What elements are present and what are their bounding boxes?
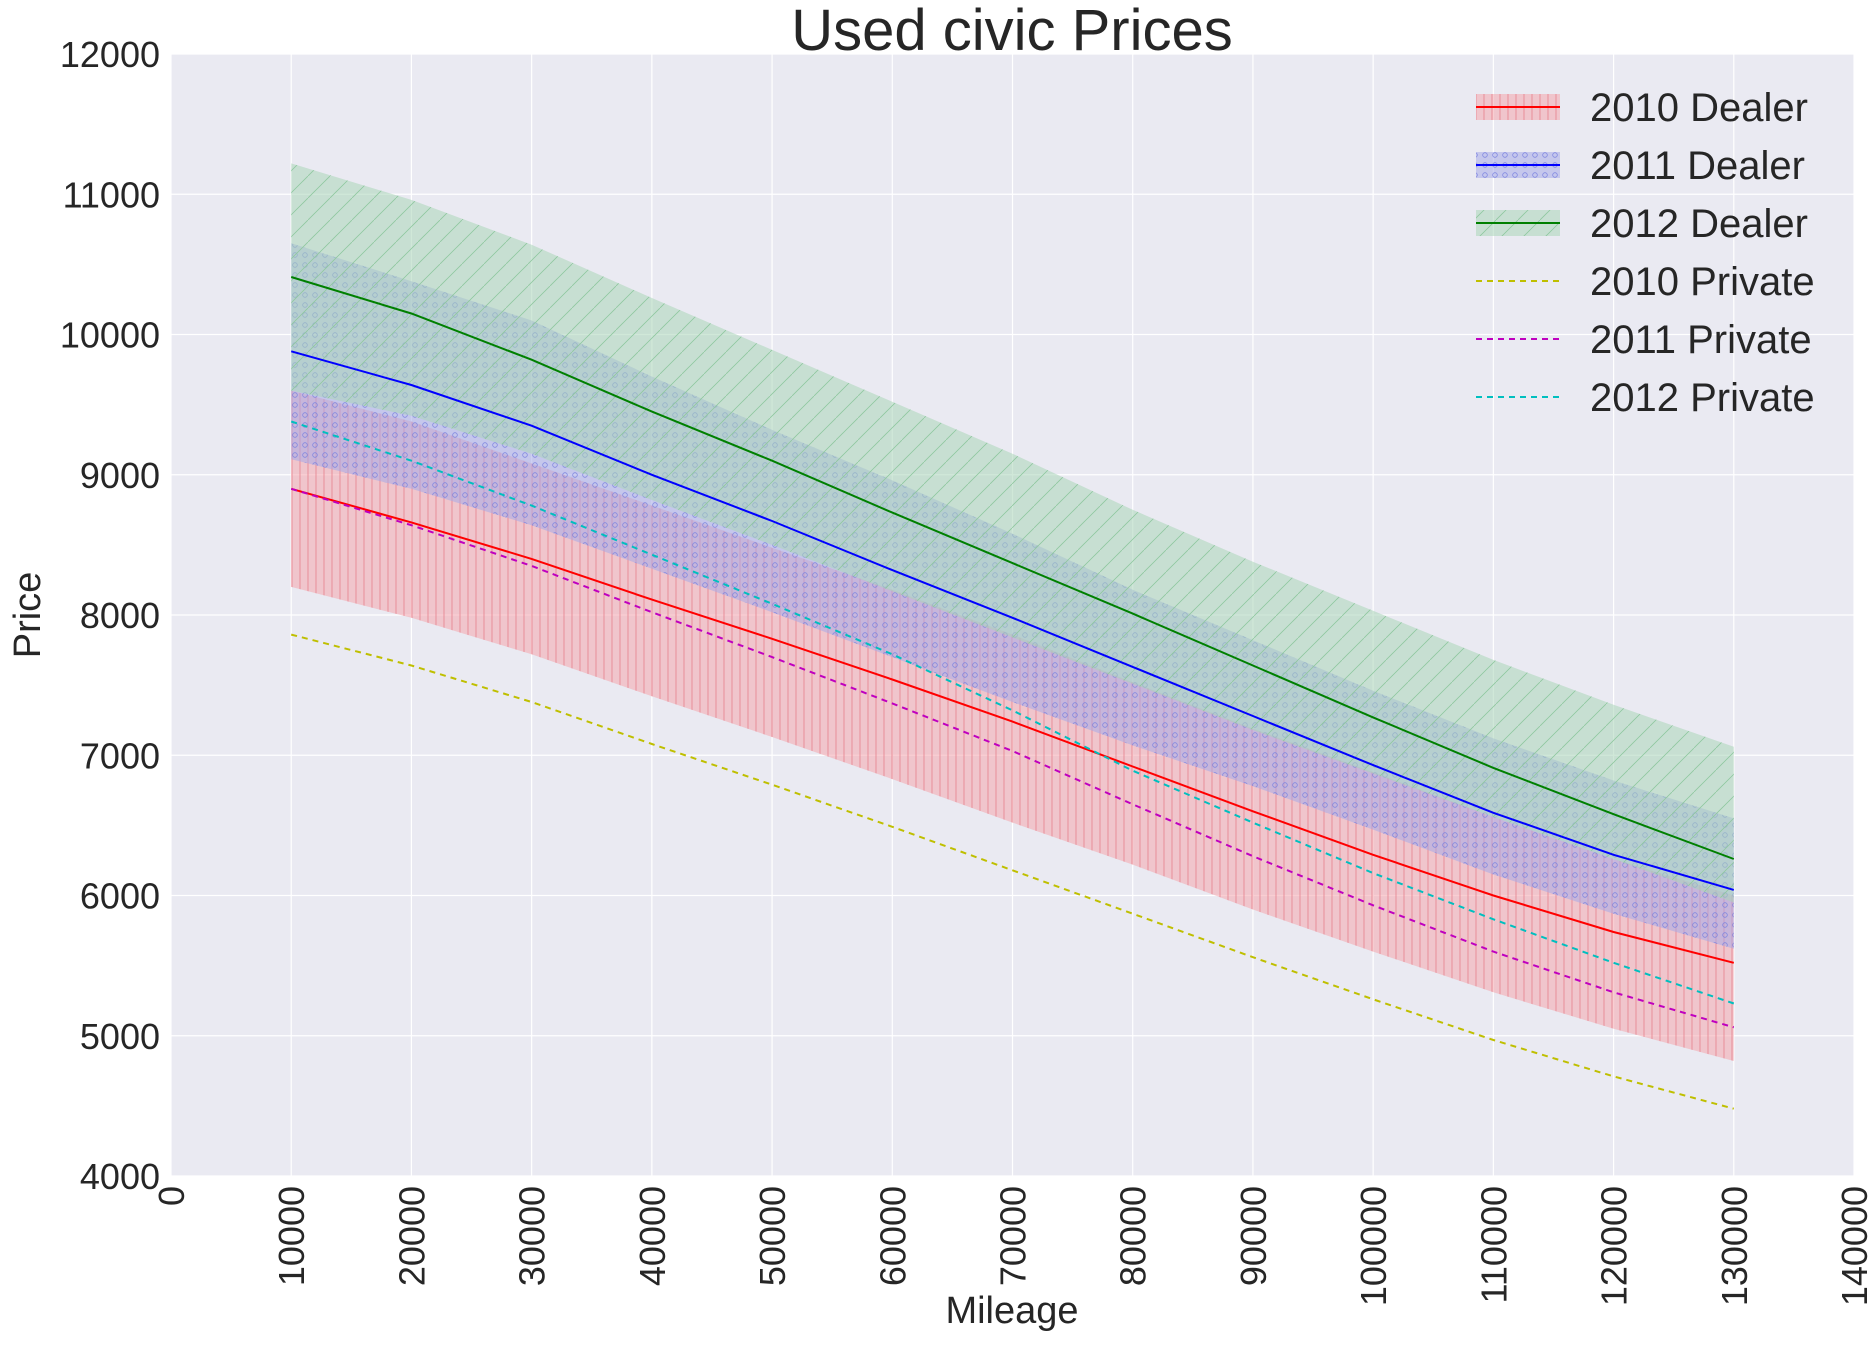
x-axis-title: Mileage	[945, 1290, 1078, 1332]
series-2012-private	[290, 420, 1735, 1005]
x-tick-label: 60000	[872, 1186, 913, 1286]
legend-label-2010-private: 2010 Private	[1590, 260, 1815, 304]
y-tick-label: 9000	[80, 455, 160, 496]
x-tick-label: 80000	[1113, 1186, 1154, 1286]
series-2012-dealer	[290, 276, 1735, 860]
y-tick-label: 6000	[80, 876, 160, 917]
legend: 2010 Dealer 2011 Dealer 2012 Dealer 2010 Pr…	[1476, 86, 1815, 420]
x-tick-label: 10000	[271, 1186, 312, 1286]
y-tick-labels: 4000 5000 6000 7000 8000 9000 10000 11000 12000	[60, 34, 160, 1197]
legend-label-2011-private: 2011 Private	[1590, 318, 1812, 362]
y-tick-label: 10000	[60, 315, 160, 356]
y-tick-label: 7000	[80, 735, 160, 776]
x-tick-labels: 0 10000 20000 30000 40000 50000 60000 70000 8000…	[151, 1186, 1868, 1306]
y-tick-label: 8000	[80, 595, 160, 636]
x-tick-label: 90000	[1233, 1186, 1274, 1286]
x-tick-label: 100000	[1353, 1186, 1394, 1306]
x-tick-label: 120000	[1594, 1186, 1635, 1306]
x-tick-label: 0	[151, 1186, 192, 1206]
x-tick-label: 50000	[752, 1186, 793, 1286]
y-tick-label: 12000	[60, 34, 160, 75]
series-2011-dealer	[290, 350, 1735, 891]
x-tick-label: 130000	[1714, 1186, 1755, 1306]
y-axis-title: Price	[7, 572, 49, 659]
x-tick-label: 40000	[632, 1186, 673, 1286]
series-lines	[290, 276, 1735, 1110]
series-2011-private	[290, 487, 1735, 1029]
series-2010-private	[290, 633, 1735, 1110]
legend-label-2012-dealer: 2012 Dealer	[1590, 202, 1808, 246]
legend-label-2012-private: 2012 Private	[1590, 376, 1815, 420]
x-tick-label: 110000	[1473, 1186, 1514, 1303]
legend-label-2010-dealer: 2010 Dealer	[1590, 86, 1808, 130]
y-tick-label: 5000	[80, 1016, 160, 1057]
legend-label-2011-dealer: 2011 Dealer	[1590, 144, 1805, 188]
x-tick-label: 70000	[993, 1186, 1034, 1286]
x-tick-label: 20000	[391, 1186, 432, 1286]
x-tick-label: 30000	[512, 1186, 553, 1286]
x-tick-label: 140000	[1834, 1186, 1868, 1306]
y-tick-label: 11000	[63, 174, 160, 215]
series-2010-dealer	[290, 487, 1735, 964]
confidence-bands	[291, 163, 1734, 1062]
chart-title: Used civic Prices	[791, 0, 1233, 63]
y-tick-label: 4000	[80, 1156, 160, 1197]
